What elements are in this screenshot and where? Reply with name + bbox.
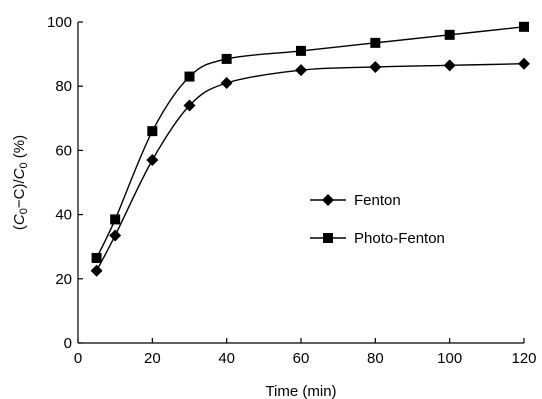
data-point: [109, 229, 122, 242]
series-layer: [90, 21, 530, 277]
y-label-unit: (%): [11, 135, 28, 163]
data-point: [296, 45, 306, 56]
x-tick-label: 80: [367, 350, 384, 367]
y-label-minus: −C)/: [11, 179, 28, 209]
y-tick-label: 100: [47, 14, 72, 31]
legend-marker: [323, 233, 333, 243]
y-tick-label: 20: [55, 271, 72, 288]
y-axis-label: (C0−C)/C0 (%): [11, 135, 30, 230]
y-tick-label: 0: [64, 335, 72, 352]
data-point: [146, 154, 159, 167]
y-tick-label: 40: [55, 207, 72, 224]
data-point: [443, 59, 456, 72]
series-photo-fenton: [91, 21, 529, 263]
legend-item: Photo-Fenton: [310, 230, 445, 247]
series-line: [95, 63, 525, 272]
legend-marker: [322, 194, 334, 206]
series-fenton: [90, 57, 530, 277]
data-point: [91, 252, 102, 263]
data-point: [518, 57, 530, 70]
x-tick-label: 20: [144, 350, 161, 367]
y-label-sub0b: 0: [18, 162, 30, 168]
y-label-c0: C: [11, 214, 28, 225]
data-point: [519, 21, 529, 32]
data-point: [220, 76, 233, 89]
data-point: [295, 64, 307, 77]
x-tick-label: 0: [74, 350, 82, 367]
x-tick-label: 100: [437, 350, 462, 367]
data-point: [90, 264, 103, 277]
data-point: [369, 60, 382, 73]
data-point: [110, 214, 121, 225]
legend-label: Fenton: [354, 192, 401, 209]
data-point: [147, 126, 158, 137]
data-point: [183, 99, 196, 112]
data-point: [221, 53, 232, 64]
y-tick-label: 80: [55, 78, 72, 95]
y-label-c0b: C: [11, 168, 28, 179]
x-tick-label: 120: [511, 350, 536, 367]
series-line: [95, 26, 525, 259]
data-point: [370, 37, 381, 48]
legend-item: Fenton: [310, 192, 401, 209]
data-point: [444, 29, 455, 40]
y-tick-label: 60: [55, 142, 72, 159]
data-point: [184, 71, 195, 82]
y-label-sub0: 0: [18, 208, 30, 214]
legend: Fenton Photo-Fenton: [310, 192, 445, 247]
x-axis-label: Time (min): [265, 383, 336, 399]
x-tick-label: 60: [293, 350, 310, 367]
x-tick-label: 40: [218, 350, 235, 367]
y-label-open: (: [11, 225, 28, 230]
ticks: 0 20 40 60 80 100 120 0 20 40 60 80 100: [47, 14, 537, 367]
legend-label: Photo-Fenton: [354, 230, 445, 247]
